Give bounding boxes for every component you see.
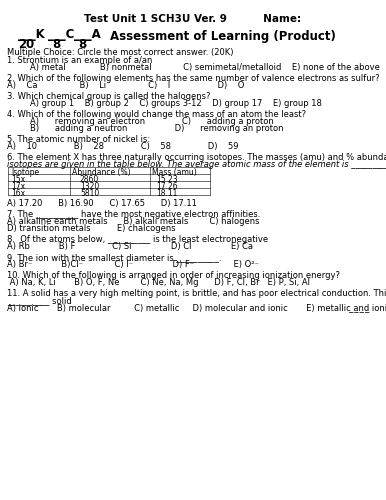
Text: Multiple Choice: Circle the most correct answer. (20K): Multiple Choice: Circle the most correct… (7, 48, 234, 57)
Text: 18.11: 18.11 (156, 189, 178, 198)
Text: A)    10              B)    28              C)    58              D)    59: A) 10 B) 28 C) 58 D) 59 (7, 142, 239, 151)
Text: 17x: 17x (11, 182, 25, 191)
Text: Test Unit 1 SCH3U Ver. 9          Name:: Test Unit 1 SCH3U Ver. 9 Name: (85, 14, 301, 24)
Text: 5. The atomic number of nickel is:: 5. The atomic number of nickel is: (7, 135, 150, 144)
Text: A) group 1    B) group 2    C) groups 3-12    D) group 17    E) group 18: A) group 1 B) group 2 C) groups 3-12 D) … (30, 99, 322, 108)
Text: 5810: 5810 (80, 189, 99, 198)
Text: isotopes are given in the table below. The average atomic mass of the element is: isotopes are given in the table below. T… (7, 160, 386, 169)
Text: Assessment of Learning (Product): Assessment of Learning (Product) (110, 30, 336, 43)
Text: A) Br⁻           B)Cl⁻            C) I⁻               D) F⁻               E) O²⁻: A) Br⁻ B)Cl⁻ C) I⁻ D) F⁻ E) O²⁻ (7, 260, 259, 269)
Text: 10. Which of the following is arranged in order of increasing ionization energy?: 10. Which of the following is arranged i… (7, 271, 340, 280)
Text: 1. Strontium is an example of a/an: 1. Strontium is an example of a/an (7, 56, 152, 65)
Text: ___C: ___C (48, 28, 74, 41)
Text: ___A: ___A (74, 28, 101, 41)
Text: ___K: ___K (18, 28, 45, 41)
Text: 16x: 16x (11, 189, 25, 198)
Text: 1320: 1320 (80, 182, 99, 191)
Text: Abundance (%): Abundance (%) (72, 168, 130, 177)
Text: A) Rb           B) F              C) Si               D) Cl               E) Ca: A) Rb B) F C) Si D) Cl E) Ca (7, 242, 253, 251)
Text: 4. Which of the following would change the mass of an atom the least?: 4. Which of the following would change t… (7, 110, 306, 119)
Text: 15.23: 15.23 (156, 175, 178, 184)
Text: 3. Which chemical group is called the halogens?: 3. Which chemical group is called the ha… (7, 92, 210, 101)
Text: 8: 8 (52, 38, 60, 51)
Text: 2. Which of the following elements has the same number of valence electrons as s: 2. Which of the following elements has t… (7, 74, 379, 83)
Text: A) Na, K, Li       B) O, F, Ne        C) Ne, Na, Mg      D) F, Cl, Br   E) P, Si: A) Na, K, Li B) O, F, Ne C) Ne, Na, Mg D… (7, 278, 310, 287)
Text: 2860: 2860 (80, 175, 99, 184)
Text: A) metal             B) nonmetal            C) semimetal/metalloid    E) none of: A) metal B) nonmetal C) semimetal/metall… (30, 63, 380, 72)
Text: 7. The __________ have the most negative electron affinities.: 7. The __________ have the most negative… (7, 210, 261, 219)
Text: Isotope: Isotope (11, 168, 39, 177)
Text: A) alkaline earth metals      B) alkali metals        C) halogens: A) alkaline earth metals B) alkali metal… (7, 217, 259, 226)
Text: A)      removing an electron              C)      adding a proton: A) removing an electron C) adding a prot… (30, 117, 274, 126)
Text: 6. The element X has three naturally occurring isotopes. The masses (amu) and % : 6. The element X has three naturally occ… (7, 153, 386, 162)
Text: 9. The ion with the smallest diameter is __________.: 9. The ion with the smallest diameter is… (7, 253, 222, 262)
Text: D) transition metals          E) chalcogens: D) transition metals E) chalcogens (7, 224, 176, 233)
Text: 8.  Of the atoms below, __________ is the least electronegative: 8. Of the atoms below, __________ is the… (7, 235, 268, 244)
Text: B)      adding a neutron                  D)      removing an proton: B) adding a neutron D) removing an proto… (30, 124, 283, 133)
Text: A)    Ca                B)    Li                C)    I                  D)    O: A) Ca B) Li C) I D) O (7, 81, 244, 90)
Text: A) ionic       B) molecular         C) metallic     D) molecular and ionic      : A) ionic B) molecular C) metallic D) mol… (7, 303, 386, 312)
Text: 8: 8 (78, 38, 86, 51)
Text: __________ solid: __________ solid (7, 296, 72, 305)
Text: 17.26: 17.26 (156, 182, 178, 191)
Text: 15x: 15x (11, 175, 25, 184)
Text: Mass (amu): Mass (amu) (152, 168, 197, 177)
Text: 20: 20 (18, 38, 34, 51)
Text: A) 17.20      B) 16.90      C) 17.65      D) 17.11: A) 17.20 B) 16.90 C) 17.65 D) 17.11 (7, 199, 197, 208)
Text: 11. A solid has a very high melting point, is brittle, and has poor electrical c: 11. A solid has a very high melting poin… (7, 289, 386, 298)
